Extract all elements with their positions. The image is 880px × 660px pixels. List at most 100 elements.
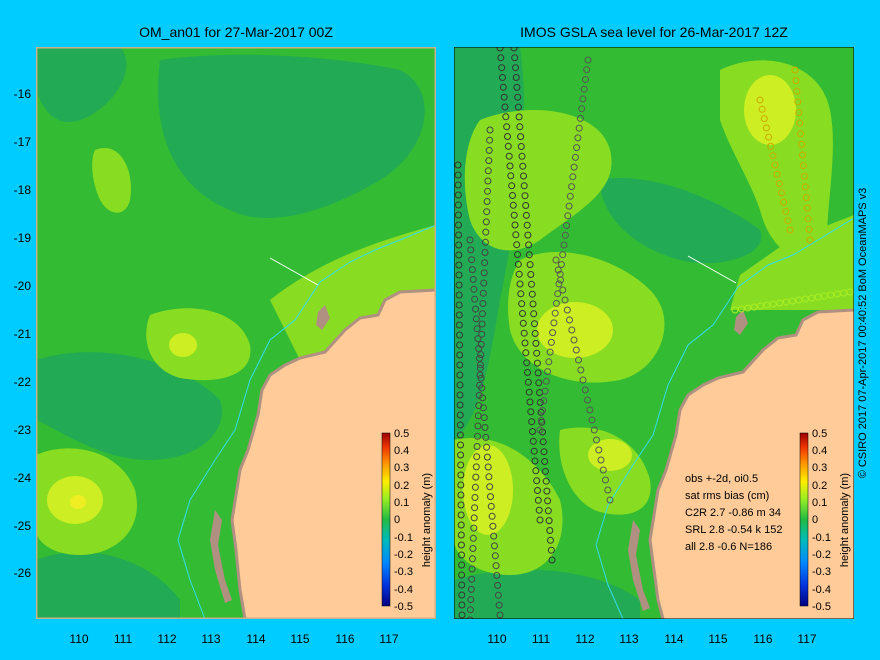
observation-marker xyxy=(554,290,562,298)
observation-marker xyxy=(476,364,484,372)
observation-marker xyxy=(532,339,540,347)
observation-marker xyxy=(540,397,548,405)
anomaly-contour-high xyxy=(730,215,854,310)
observation-marker xyxy=(531,330,539,337)
lat-tick: -26 xyxy=(14,566,32,580)
observation-marker xyxy=(466,236,474,244)
obs-statistics: obs +-2d, oi0.5 sat rms bias (cm) C2R 2.… xyxy=(685,473,782,553)
observation-marker xyxy=(765,133,773,141)
observation-marker xyxy=(496,611,504,619)
svg-text:-0.5: -0.5 xyxy=(394,601,413,613)
observation-marker xyxy=(527,271,535,278)
observation-marker xyxy=(586,406,594,414)
shelf-edge-isobath xyxy=(595,217,854,619)
observation-marker xyxy=(575,356,582,364)
observation-marker xyxy=(584,396,591,404)
observation-marker xyxy=(475,391,483,399)
observation-marker xyxy=(584,56,592,64)
observation-marker xyxy=(593,436,600,444)
observation-marker xyxy=(484,177,492,185)
observation-marker xyxy=(791,66,799,74)
observation-marker xyxy=(455,221,462,229)
observation-marker xyxy=(775,180,783,188)
observation-marker xyxy=(458,601,466,609)
observation-marker xyxy=(576,114,584,122)
observation-marker xyxy=(481,424,489,431)
observation-marker xyxy=(476,361,484,369)
observation-marker xyxy=(559,286,567,294)
observation-marker xyxy=(798,140,806,148)
observation-marker xyxy=(535,506,543,514)
observation-marker xyxy=(534,487,541,494)
observation-marker xyxy=(546,527,554,534)
observation-marker xyxy=(456,411,464,419)
observation-marker xyxy=(503,123,511,131)
observation-marker xyxy=(454,181,462,189)
observation-marker xyxy=(457,541,465,549)
observation-marker xyxy=(494,591,502,599)
observation-marker xyxy=(454,161,462,169)
observation-marker xyxy=(476,381,484,389)
observation-marker xyxy=(525,251,533,259)
observation-marker xyxy=(793,87,801,95)
observation-marker xyxy=(476,371,484,379)
observation-marker xyxy=(457,511,465,519)
observation-marker xyxy=(515,113,523,121)
observation-marker xyxy=(543,487,551,495)
svg-text:0.2: 0.2 xyxy=(394,480,409,492)
observation-marker xyxy=(481,259,489,267)
observation-marker xyxy=(541,458,549,465)
observation-marker xyxy=(833,290,841,298)
observation-marker xyxy=(572,346,580,354)
observation-marker xyxy=(499,83,507,91)
observation-marker xyxy=(512,64,519,72)
anomaly-contour-high xyxy=(92,148,131,213)
observation-marker xyxy=(477,351,485,359)
svg-text:-0.4: -0.4 xyxy=(394,584,413,596)
observation-marker xyxy=(799,162,807,170)
observation-marker xyxy=(780,198,788,206)
lon-tick: 111 xyxy=(114,632,133,646)
shark-bay xyxy=(628,520,650,611)
observation-marker xyxy=(536,399,544,406)
observation-marker xyxy=(519,310,526,317)
right-colorbar: 0.5 0.4 0.3 0.2 0.1 0 -0.1 -0.2 -0.3 -0.… xyxy=(799,428,851,613)
lon-tick: 114 xyxy=(664,632,683,646)
observation-marker xyxy=(471,483,479,491)
observation-marker xyxy=(590,426,598,434)
svg-text:SRL 2.8 -0.54 k 152: SRL 2.8 -0.54 k 152 xyxy=(685,524,782,536)
lon-tick: 117 xyxy=(797,632,816,646)
observation-marker xyxy=(496,47,504,52)
observation-marker xyxy=(469,534,477,542)
observation-marker xyxy=(552,256,560,264)
anomaly-contour-high xyxy=(146,308,251,381)
observation-marker xyxy=(486,126,494,134)
observation-marker xyxy=(526,398,534,406)
observation-marker xyxy=(510,211,518,219)
observation-marker xyxy=(473,443,481,450)
observation-marker xyxy=(458,561,466,569)
observation-marker xyxy=(795,296,803,304)
observation-marker xyxy=(529,437,537,445)
observation-marker xyxy=(542,377,550,385)
observation-marker xyxy=(455,301,463,309)
right-longitude-axis: 110 111 112 113 114 115 116 117 xyxy=(487,632,816,646)
svg-text:-0.1: -0.1 xyxy=(394,532,413,544)
observation-marker xyxy=(580,85,588,93)
observation-marker xyxy=(578,105,586,113)
observation-marker xyxy=(522,211,530,219)
latitude-axis: -16 -17 -18 -19 -20 -21 -22 -23 -24 -25 … xyxy=(14,87,32,580)
coastline xyxy=(230,288,436,619)
observation-marker xyxy=(468,266,476,274)
observation-marker xyxy=(469,276,477,283)
observation-marker xyxy=(510,47,518,52)
observation-marker xyxy=(471,494,479,501)
observation-marker xyxy=(808,294,816,302)
observation-marker xyxy=(799,151,806,159)
lat-tick: -22 xyxy=(14,375,32,389)
observation-marker xyxy=(526,261,534,269)
observation-marker xyxy=(468,575,476,583)
observation-marker xyxy=(557,276,564,284)
lon-tick: 112 xyxy=(575,632,594,646)
observation-marker xyxy=(569,173,577,181)
